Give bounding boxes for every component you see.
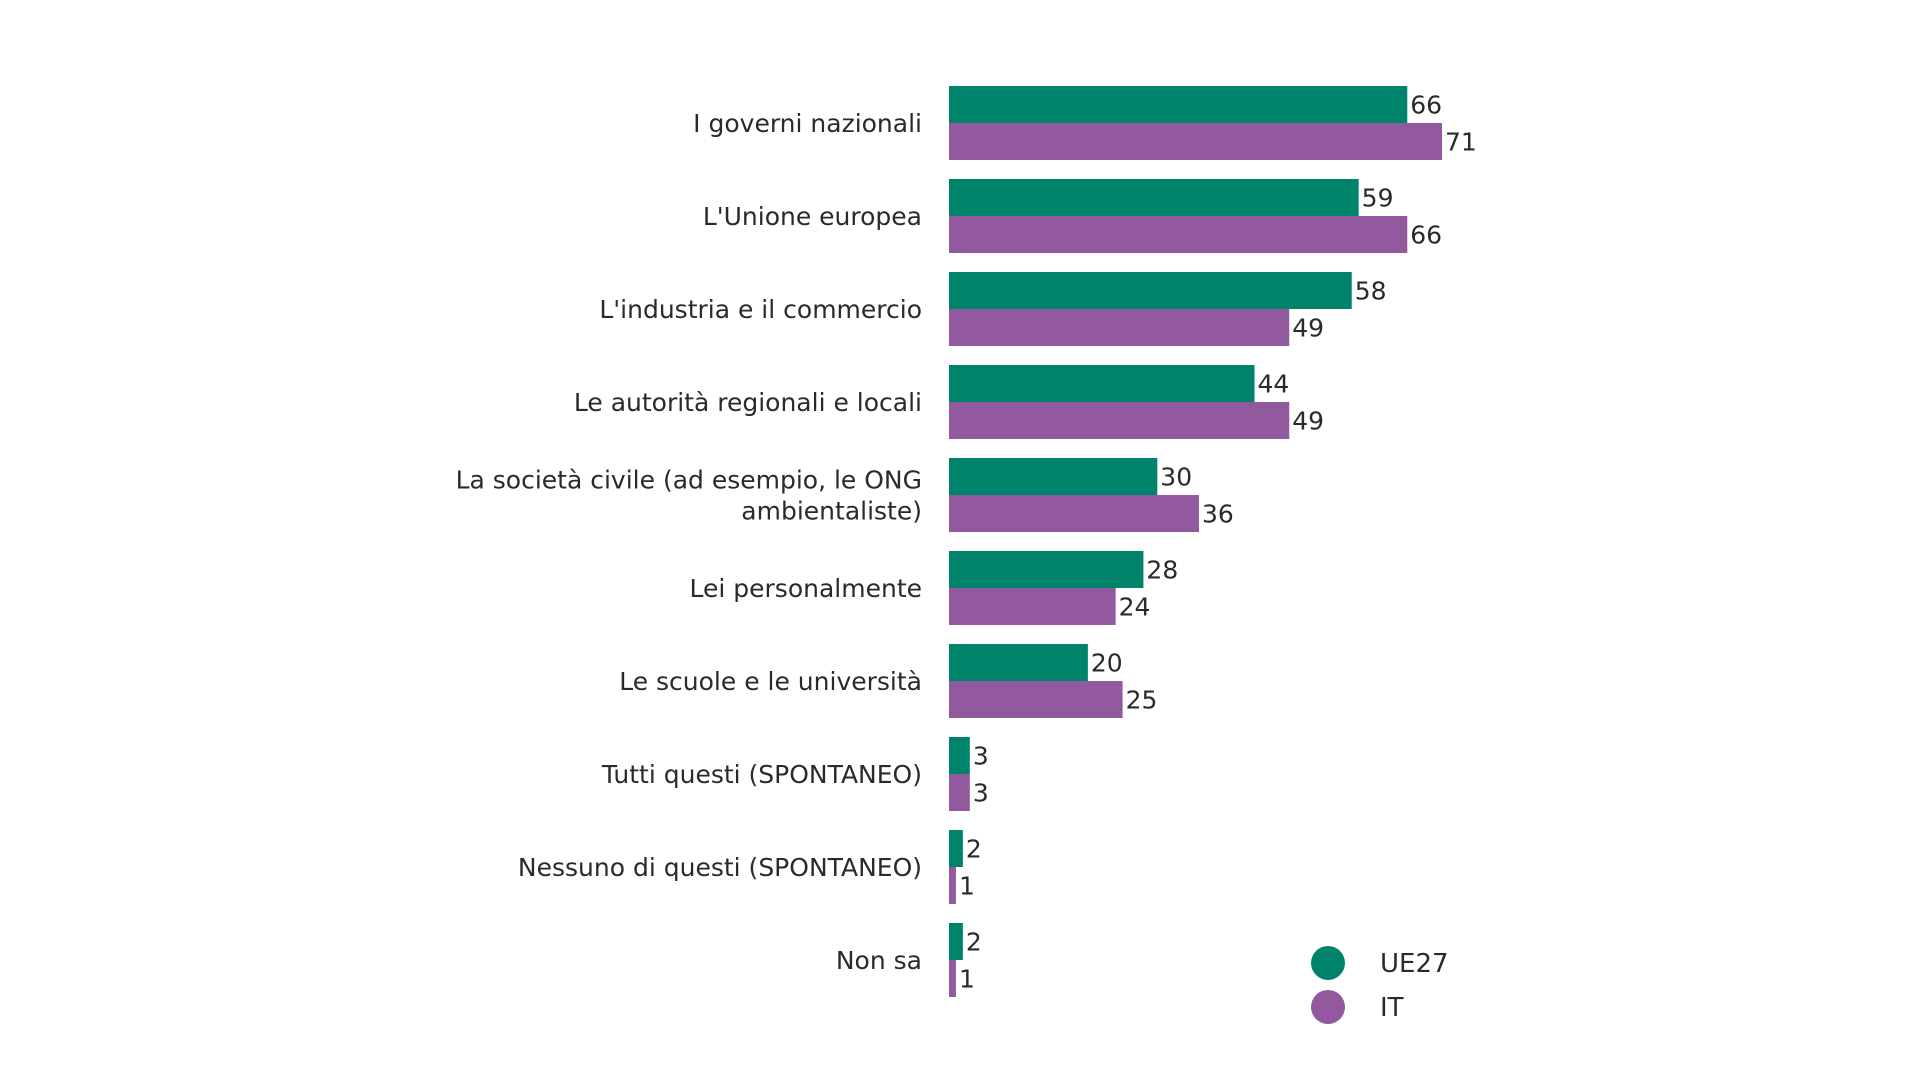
bar-ue27: [949, 737, 970, 774]
category-label: La società civile (ad esempio, le ONG amb…: [456, 466, 922, 526]
bar-it: [949, 402, 1290, 439]
value-label: 59: [1362, 184, 1394, 213]
bar-it: [949, 867, 956, 904]
category-label: L'industria e il commercio: [599, 295, 922, 324]
bar-ue27: [949, 86, 1408, 123]
category-label: Nessuno di questi (SPONTANEO): [518, 853, 922, 882]
category-label: L'Unione europea: [703, 202, 922, 231]
bar-ue27: [949, 365, 1255, 402]
category-label: Lei personalmente: [690, 574, 922, 603]
value-label: 36: [1202, 500, 1234, 529]
bar-ue27: [949, 644, 1088, 681]
category-label: Le autorità regionali e locali: [574, 388, 922, 417]
value-label: 71: [1445, 128, 1477, 157]
value-label: 66: [1410, 91, 1442, 120]
bar-it: [949, 960, 956, 997]
value-label: 25: [1126, 686, 1158, 715]
bar-ue27: [949, 272, 1352, 309]
value-label: 24: [1119, 593, 1151, 622]
bar-it: [949, 681, 1123, 718]
category-label: Tutti questi (SPONTANEO): [601, 760, 922, 789]
bar-it: [949, 774, 970, 811]
legend: UE27 IT: [1311, 946, 1449, 1024]
value-label: 58: [1355, 277, 1387, 306]
bar-ue27: [949, 551, 1144, 588]
value-label: 1: [959, 965, 975, 994]
bar-it: [949, 495, 1199, 532]
bar-ue27: [949, 458, 1158, 495]
bar-it: [949, 123, 1442, 160]
value-label: 1: [959, 872, 975, 901]
legend-swatch-it: [1311, 990, 1345, 1024]
bar-it: [949, 588, 1116, 625]
value-label: 3: [973, 742, 989, 771]
bars-group: [949, 86, 1442, 997]
bar-it: [949, 216, 1408, 253]
category-label: I governi nazionali: [693, 109, 922, 138]
value-label: 30: [1160, 463, 1192, 492]
legend-swatch-ue27: [1311, 946, 1345, 980]
bar-ue27: [949, 923, 963, 960]
value-label: 44: [1258, 370, 1290, 399]
value-label: 49: [1292, 407, 1324, 436]
legend-label: UE27: [1380, 949, 1449, 979]
bar-ue27: [949, 830, 963, 867]
category-label: Non sa: [836, 946, 922, 975]
value-label: 2: [966, 928, 982, 957]
value-label: 66: [1410, 221, 1442, 250]
category-label: Le scuole e le università: [619, 667, 922, 696]
value-label: 49: [1292, 314, 1324, 343]
value-label: 20: [1091, 649, 1123, 678]
value-label: 28: [1146, 556, 1178, 585]
bar-it: [949, 309, 1290, 346]
value-label: 2: [966, 835, 982, 864]
legend-label: IT: [1380, 993, 1404, 1023]
value-label: 3: [973, 779, 989, 808]
bar-ue27: [949, 179, 1359, 216]
